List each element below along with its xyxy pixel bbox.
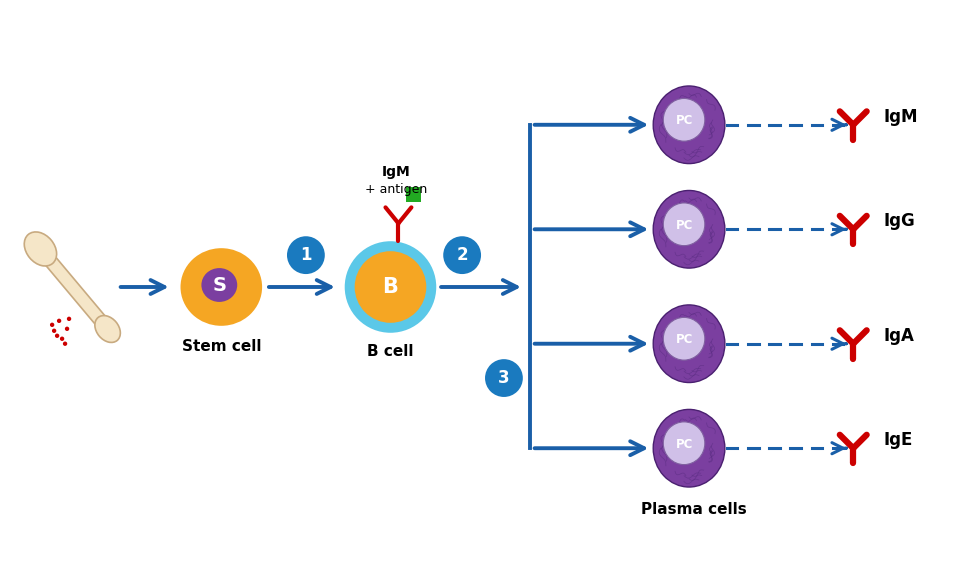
Circle shape (52, 328, 56, 333)
Circle shape (443, 236, 481, 274)
Circle shape (67, 317, 72, 321)
Circle shape (57, 319, 62, 323)
Text: IgE: IgE (883, 431, 912, 449)
Ellipse shape (95, 316, 121, 343)
Text: IgG: IgG (883, 212, 915, 230)
Circle shape (65, 327, 70, 331)
Text: + antigen: + antigen (366, 183, 427, 196)
Text: PC: PC (676, 219, 694, 232)
Circle shape (355, 251, 426, 323)
Ellipse shape (654, 305, 725, 382)
Circle shape (60, 336, 65, 341)
Ellipse shape (654, 409, 725, 487)
Ellipse shape (24, 232, 57, 266)
Circle shape (55, 333, 60, 338)
Text: Plasma cells: Plasma cells (641, 502, 747, 517)
Text: 3: 3 (498, 369, 510, 387)
Text: IgM: IgM (382, 165, 411, 179)
Text: Stem cell: Stem cell (181, 339, 261, 354)
Text: 2: 2 (457, 246, 467, 264)
Text: IgM: IgM (883, 108, 917, 126)
Text: B: B (382, 277, 399, 297)
Text: B cell: B cell (368, 344, 414, 359)
Text: PC: PC (676, 333, 694, 346)
Circle shape (345, 241, 436, 333)
Text: S: S (213, 276, 226, 294)
Ellipse shape (663, 317, 705, 360)
Ellipse shape (663, 422, 705, 464)
Circle shape (63, 342, 68, 346)
Ellipse shape (654, 86, 725, 164)
Ellipse shape (654, 191, 725, 268)
Circle shape (50, 323, 54, 327)
Ellipse shape (180, 248, 262, 326)
Circle shape (485, 359, 523, 397)
Ellipse shape (663, 203, 705, 246)
Ellipse shape (663, 99, 705, 141)
Text: 1: 1 (300, 246, 312, 264)
Ellipse shape (202, 268, 237, 302)
Circle shape (287, 236, 324, 274)
Text: PC: PC (676, 114, 694, 127)
Polygon shape (35, 245, 113, 333)
Text: PC: PC (676, 438, 694, 451)
Text: IgA: IgA (883, 327, 914, 345)
